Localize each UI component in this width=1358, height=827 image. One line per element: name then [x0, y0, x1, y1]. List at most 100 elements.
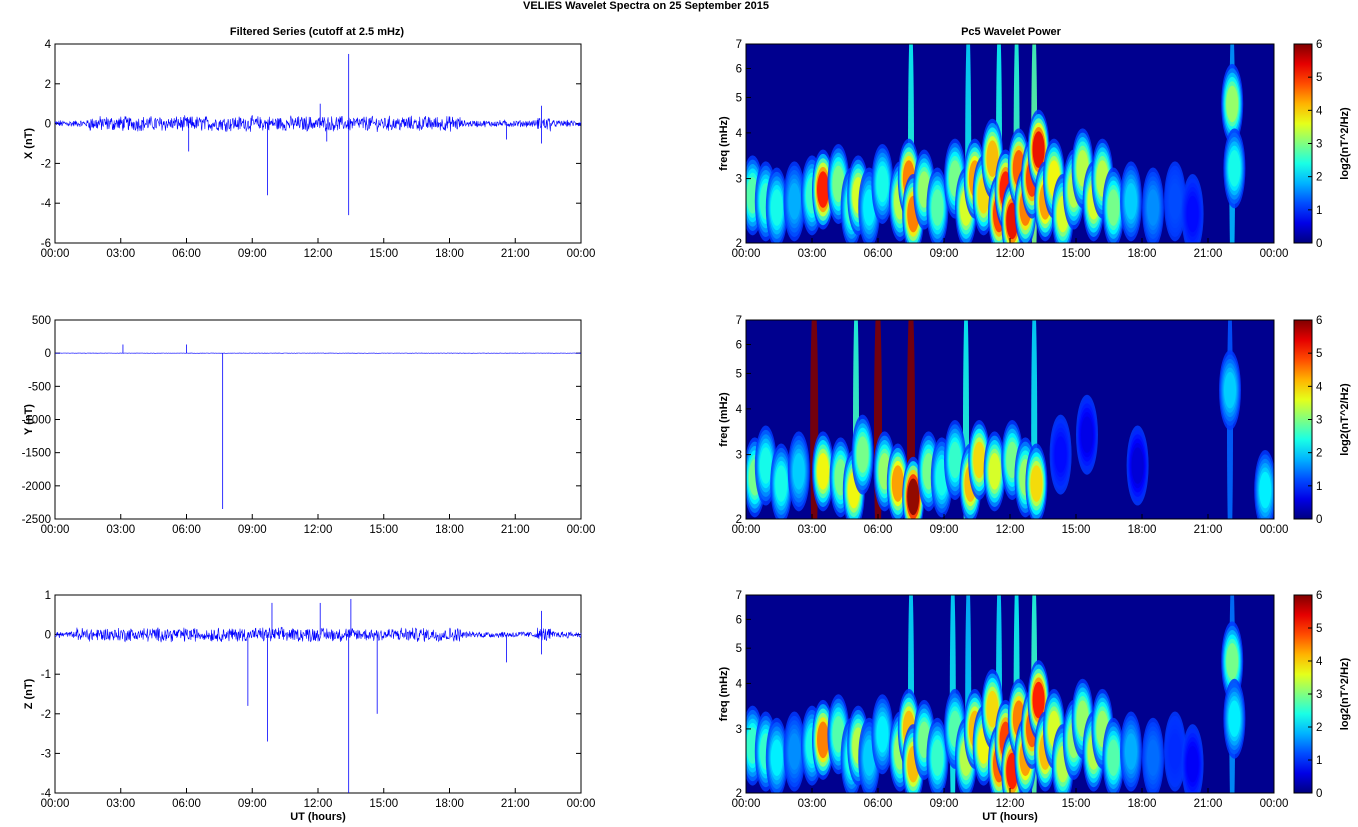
heatmap-cell: [1032, 681, 1045, 719]
x-tick-label: 00:00: [567, 524, 596, 536]
y-tick-label: 6: [736, 63, 742, 75]
heatmap-cell: [1147, 739, 1159, 777]
x-tick-label: 21:00: [501, 798, 530, 810]
x-tick-label: 15:00: [1062, 248, 1091, 260]
x-tick-label: 18:00: [435, 248, 464, 260]
colorbar-tick-label: 0: [1316, 514, 1322, 526]
y-tick-label: 2: [736, 788, 742, 800]
x-tick-label: 00:00: [41, 798, 70, 810]
colorbar-tick-label: 1: [1316, 205, 1322, 217]
heatmap-cell: [770, 189, 783, 226]
x-tick-label: 06:00: [172, 248, 201, 260]
y-tick-label: -4: [41, 788, 52, 800]
colorbar-tick-label: 0: [1316, 238, 1322, 250]
heatmap-cell: [1030, 465, 1043, 502]
colorbar-tick-label: 6: [1316, 39, 1322, 51]
left-column-title: Filtered Series (cutoff at 2.5 mHz): [230, 26, 405, 38]
y-tick-label: 7: [736, 590, 742, 602]
colorbar-tick-label: 1: [1316, 481, 1322, 493]
y-tick-label: 2: [45, 79, 51, 91]
heatmap-cell: [770, 739, 783, 777]
colorbar-tick-label: 2: [1316, 722, 1322, 734]
heatmap-cell: [986, 690, 999, 728]
colorbar-label: log2(nT^2/Hz): [1339, 657, 1351, 730]
y-tick-label: 7: [736, 39, 742, 51]
x-tick-label: 03:00: [798, 798, 827, 810]
x-tick-label: 15:00: [1062, 524, 1091, 536]
heatmap-cell: [1259, 471, 1272, 509]
colorbar-tick-label: 5: [1316, 623, 1322, 635]
colorbar-tick-label: 3: [1316, 689, 1322, 701]
heatmap-cell: [1081, 416, 1093, 454]
x-tick-label: 09:00: [930, 524, 959, 536]
colorbar-tick-label: 6: [1316, 315, 1322, 327]
x-tick-label: 00:00: [1260, 524, 1289, 536]
heatmap-cell: [1032, 131, 1045, 168]
y-tick-label: -2: [41, 158, 51, 170]
y-axis-label: Y (nT): [23, 404, 35, 435]
y-tick-label: 1: [45, 590, 51, 602]
heatmap-cell: [788, 733, 801, 770]
x-tick-label: 18:00: [1128, 524, 1157, 536]
x-axis-label: UT (hours): [982, 811, 1038, 823]
x-tick-label: 06:00: [172, 524, 201, 536]
x-tick-label: 21:00: [1194, 524, 1223, 536]
x-tick-label: 09:00: [238, 798, 267, 810]
x-tick-label: 12:00: [996, 524, 1025, 536]
heatmap-cell: [759, 447, 772, 484]
x-tick-label: 00:00: [732, 524, 761, 536]
y-tick-label: 5: [736, 643, 742, 655]
y-tick-label: 6: [736, 339, 742, 351]
x-tick-label: 21:00: [501, 248, 530, 260]
x-tick-label: 00:00: [1260, 798, 1289, 810]
y-tick-label: -6: [41, 238, 51, 250]
heatmap-column: [963, 320, 969, 519]
y-tick-label: 2: [736, 514, 742, 526]
heatmap-cell: [949, 441, 961, 479]
heatmap-cell: [1226, 85, 1239, 123]
x-tick-label: 00:00: [567, 798, 596, 810]
panel-frame: [54, 319, 582, 520]
x-tick-label: 03:00: [798, 524, 827, 536]
heatmap-cell: [1224, 371, 1236, 409]
colorbar-tick-label: 3: [1316, 415, 1322, 427]
y-tick-label: 7: [736, 315, 742, 327]
x-tick-label: 06:00: [172, 798, 201, 810]
heatmap-cell: [1226, 643, 1239, 680]
x-tick-label: 03:00: [106, 248, 135, 260]
colorbar-tick-label: 5: [1316, 72, 1322, 84]
heatmap-layer: [746, 595, 1274, 793]
colorbar-tick-label: 2: [1316, 172, 1322, 184]
heatmap-cell: [1169, 733, 1181, 770]
heatmap-cell: [1186, 195, 1199, 233]
y-tick-label: 5: [736, 368, 742, 380]
heatmap-cell: [788, 182, 801, 220]
heatmap-cell: [817, 721, 829, 759]
x-tick-label: 00:00: [1260, 248, 1289, 260]
heatmap-cell: [1107, 739, 1120, 777]
y-tick-label: 4: [736, 678, 743, 690]
x-tick-label: 00:00: [732, 248, 761, 260]
heatmap-cell: [856, 436, 869, 473]
heatmap-layer: [746, 320, 1274, 519]
y-tick-label: 500: [32, 315, 51, 327]
x-tick-label: 00:00: [41, 524, 70, 536]
x-tick-label: 09:00: [238, 524, 267, 536]
colorbar-tick-label: 6: [1316, 590, 1322, 602]
y-tick-label: -4: [41, 198, 52, 210]
heatmap-cell: [1054, 436, 1067, 473]
x-tick-label: 21:00: [1194, 798, 1223, 810]
heatmap-cell: [973, 441, 986, 479]
heatmap-cell: [817, 452, 829, 490]
x-tick-label: 15:00: [369, 798, 398, 810]
y-tick-label: -2000: [22, 481, 51, 493]
x-tick-label: 21:00: [1194, 248, 1223, 260]
heatmap-cell: [1125, 182, 1137, 220]
x-tick-label: 09:00: [930, 248, 959, 260]
heatmap-cell: [891, 465, 904, 502]
colorbar-tick-label: 0: [1316, 788, 1322, 800]
heatmap-cell: [1125, 733, 1137, 770]
y-tick-label: -1: [41, 669, 51, 681]
x-tick-label: 12:00: [304, 798, 333, 810]
x-axis-label: UT (hours): [290, 811, 346, 823]
